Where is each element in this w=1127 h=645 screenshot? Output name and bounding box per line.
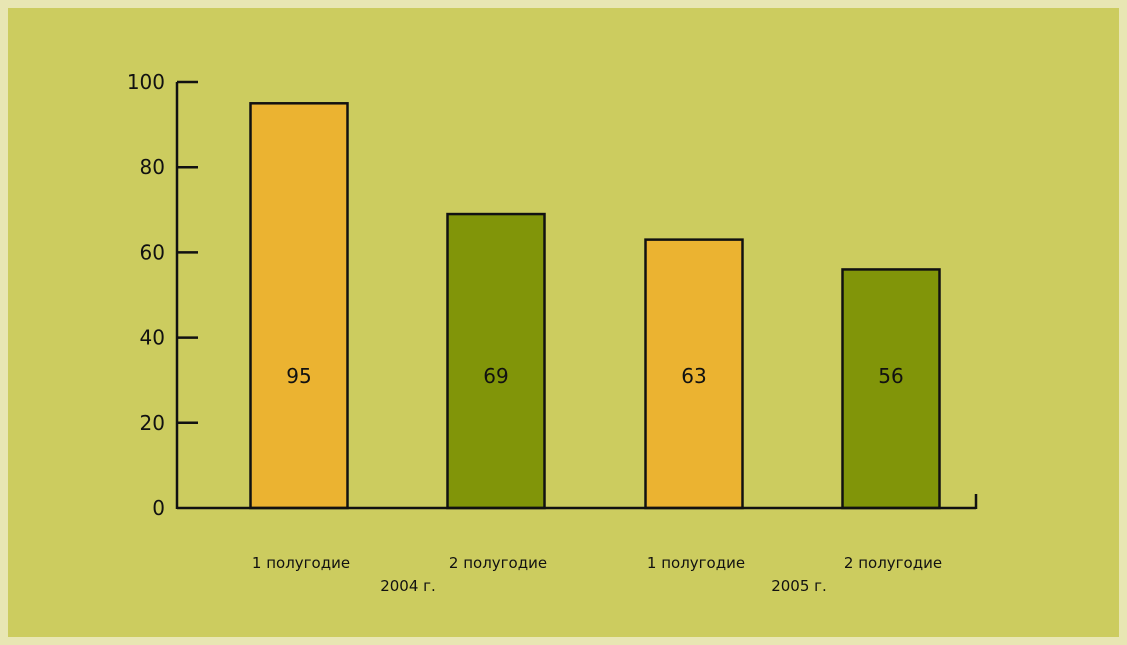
group-label-1: 2005 г.	[771, 577, 827, 595]
y-tick-label-0: 0	[152, 496, 165, 520]
bar-1	[446, 212, 546, 510]
axes-layer	[175, 80, 978, 510]
bar-2	[644, 238, 744, 510]
category-label-0: 1 полугодие	[252, 554, 350, 572]
bar-value-label-0: 95	[286, 364, 311, 388]
bar-3	[841, 268, 941, 510]
category-label-2: 1 полугодие	[647, 554, 745, 572]
y-tick-label-4: 80	[140, 155, 165, 179]
bars-layer	[249, 102, 941, 510]
y-tick-label-2: 40	[140, 326, 165, 350]
category-label-1: 2 полугодие	[449, 554, 547, 572]
bar-value-label-3: 56	[878, 364, 903, 388]
bar-0	[249, 102, 349, 510]
labels-layer: 0 20 40 60 80 100 95 69 63 56 1 полугодие 2 полугод…	[127, 70, 942, 595]
group-label-0: 2004 г.	[380, 577, 436, 595]
category-label-3: 2 полугодие	[844, 554, 942, 572]
y-tick-label-1: 20	[140, 411, 165, 435]
y-tick-label-5: 100	[127, 70, 165, 94]
bar-value-label-2: 63	[681, 364, 706, 388]
y-tick-label-3: 60	[140, 240, 165, 264]
bar-value-label-1: 69	[483, 364, 508, 388]
